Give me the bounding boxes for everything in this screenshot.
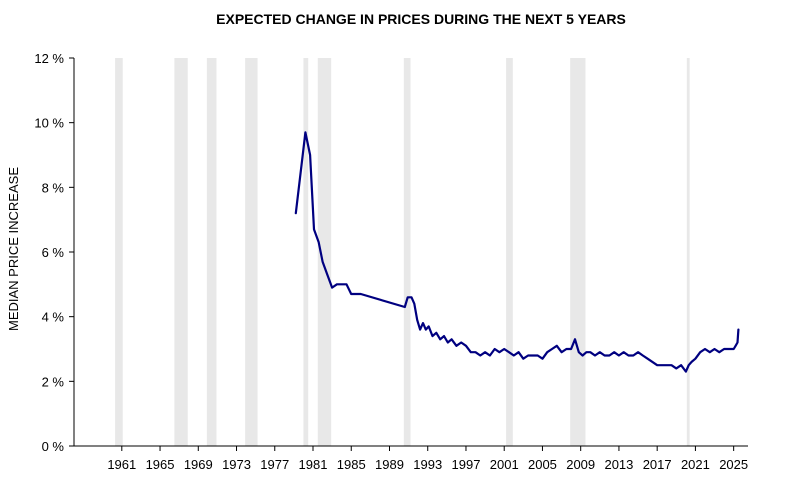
recession-band bbox=[570, 58, 586, 446]
recession-band bbox=[686, 58, 690, 446]
y-axis-ticks: 0 % 2 % 4 % 6 % 8 % 10 % 12 % bbox=[34, 51, 74, 454]
y-tick-label: 4 % bbox=[42, 310, 65, 325]
recession-band bbox=[317, 58, 332, 446]
x-tick-label: 2021 bbox=[681, 457, 710, 472]
recession-band bbox=[174, 58, 188, 446]
chart-title: EXPECTED CHANGE IN PRICES DURING THE NEX… bbox=[216, 11, 626, 27]
x-tick-label: 1965 bbox=[146, 457, 175, 472]
recession-band bbox=[506, 58, 513, 446]
x-tick-label: 1961 bbox=[107, 457, 136, 472]
recession-shading bbox=[115, 58, 690, 446]
x-tick-label: 2001 bbox=[490, 457, 519, 472]
recession-band bbox=[303, 58, 309, 446]
y-tick-label: 8 % bbox=[42, 180, 65, 195]
x-tick-label: 1993 bbox=[413, 457, 442, 472]
recession-band bbox=[206, 58, 217, 446]
x-tick-label: 2013 bbox=[604, 457, 633, 472]
y-tick-label: 0 % bbox=[42, 439, 65, 454]
x-tick-label: 1989 bbox=[375, 457, 404, 472]
recession-band bbox=[115, 58, 123, 446]
y-tick-label: 2 % bbox=[42, 374, 65, 389]
x-tick-label: 1969 bbox=[184, 457, 213, 472]
series-line bbox=[294, 131, 740, 373]
x-tick-label: 1985 bbox=[337, 457, 366, 472]
series-group bbox=[294, 131, 740, 373]
x-tick-label: 1977 bbox=[260, 457, 289, 472]
y-tick-label: 10 % bbox=[34, 116, 64, 131]
x-tick-label: 1997 bbox=[452, 457, 481, 472]
y-axis-label: MEDIAN PRICE INCREASE bbox=[6, 167, 21, 331]
recession-band bbox=[245, 58, 258, 446]
x-tick-label: 2025 bbox=[719, 457, 748, 472]
x-tick-label: 2005 bbox=[528, 457, 557, 472]
y-tick-label: 12 % bbox=[34, 51, 64, 66]
x-tick-label: 1973 bbox=[222, 457, 251, 472]
x-axis-ticks: 1961 1965 1969 1973 1977 1981 1985 1989 1993 1997… bbox=[107, 446, 748, 472]
recession-band bbox=[403, 58, 411, 446]
x-tick-label: 2009 bbox=[566, 457, 595, 472]
x-tick-label: 2017 bbox=[643, 457, 672, 472]
y-tick-label: 6 % bbox=[42, 245, 65, 260]
x-tick-label: 1981 bbox=[299, 457, 328, 472]
